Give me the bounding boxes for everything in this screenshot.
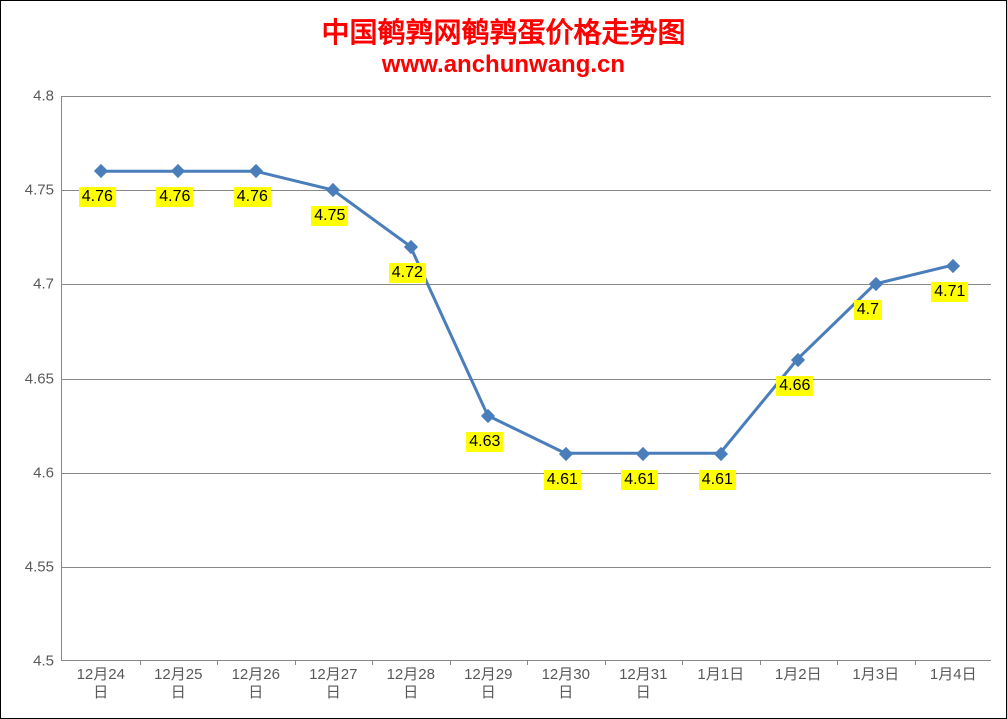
x-tick-label: 12月26 日 — [217, 660, 295, 702]
y-tick-label: 4.6 — [33, 464, 62, 481]
data-label: 4.66 — [776, 376, 813, 396]
x-tick-label: 12月28 日 — [372, 660, 450, 702]
y-tick-label: 4.7 — [33, 276, 62, 293]
y-tick-label: 4.65 — [25, 370, 62, 387]
y-tick-label: 4.5 — [33, 653, 62, 670]
data-label: 4.76 — [156, 187, 193, 207]
chart-title-block: 中国鹌鹑网鹌鹑蛋价格走势图www.anchunwang.cn — [1, 11, 1006, 79]
x-tick-label: 12月29 日 — [450, 660, 528, 702]
x-tick-label: 1月1日 — [682, 660, 760, 684]
chart-title-main: 中国鹌鹑网鹌鹑蛋价格走势图 — [1, 11, 1006, 51]
data-label: 4.72 — [389, 263, 426, 283]
y-tick-label: 4.8 — [33, 88, 62, 105]
data-label: 4.61 — [621, 470, 658, 490]
data-label: 4.7 — [854, 300, 882, 320]
x-tick-label: 12月30 日 — [527, 660, 605, 702]
x-tick-label: 12月27 日 — [295, 660, 373, 702]
x-tick-label: 12月31 日 — [605, 660, 683, 702]
data-label: 4.61 — [544, 470, 581, 490]
data-label: 4.61 — [699, 470, 736, 490]
x-tick-label: 12月24 日 — [62, 660, 140, 702]
x-tick-label: 1月3日 — [837, 660, 915, 684]
plot-area: 4.54.554.64.654.74.754.812月24 日12月25 日12… — [61, 96, 991, 661]
y-tick-label: 4.55 — [25, 558, 62, 575]
data-label: 4.75 — [311, 206, 348, 226]
series-line — [101, 171, 953, 453]
data-label: 4.71 — [931, 282, 968, 302]
y-tick-label: 4.75 — [25, 182, 62, 199]
chart-title-sub: www.anchunwang.cn — [1, 51, 1006, 79]
x-tick-label: 1月4日 — [915, 660, 993, 684]
x-tick-label: 12月25 日 — [140, 660, 218, 702]
data-label: 4.76 — [79, 187, 116, 207]
data-label: 4.76 — [234, 187, 271, 207]
x-tick-label: 1月2日 — [760, 660, 838, 684]
line-layer — [62, 96, 991, 660]
data-label: 4.63 — [466, 432, 503, 452]
chart-container: 中国鹌鹑网鹌鹑蛋价格走势图www.anchunwang.cn 4.5 4.55 4.6… — [0, 0, 1007, 719]
